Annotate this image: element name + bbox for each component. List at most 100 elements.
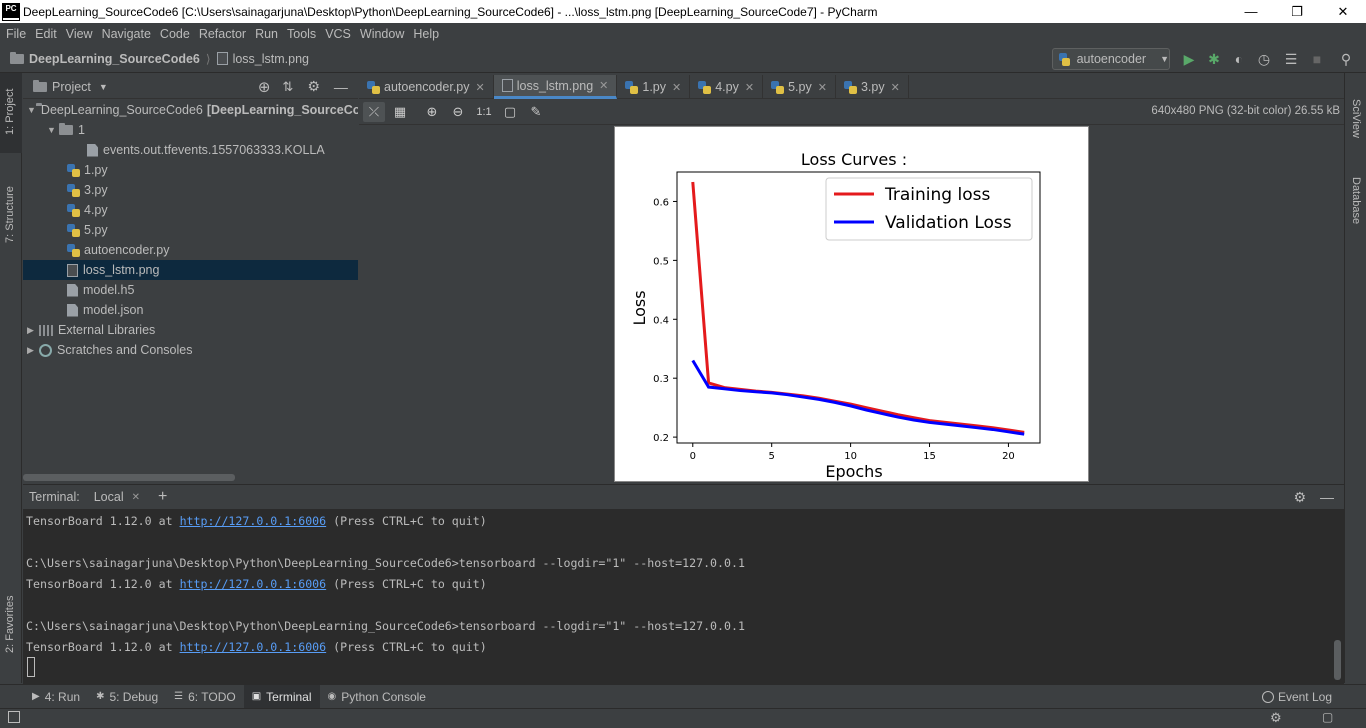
gear-icon[interactable]: ⚙ [307,78,320,94]
close-tab-icon[interactable]: ✕ [599,80,609,92]
grid-toggle-icon[interactable]: ▦ [393,103,407,119]
editor-tab[interactable]: 5.py ✕ [763,75,836,99]
profile-icon[interactable]: ◷ [1257,50,1271,67]
tool-windows-toggle-icon[interactable] [8,711,20,723]
project-view-select[interactable]: Project [52,79,91,94]
editor-tab[interactable]: 3.py ✕ [836,75,909,99]
color-picker-icon[interactable]: ✎ [530,103,542,119]
run-with-coverage-icon[interactable]: ◐ [1234,51,1244,67]
breadcrumb-project[interactable]: DeepLearning_SourceCode6 [10,51,200,66]
tree-item-label: events.out.tfevents.1557063333.KOLLA [103,143,325,157]
python-file-icon [67,183,80,197]
close-window-button[interactable]: ✕ [1337,3,1349,19]
tree-item[interactable]: ▶ Scratches and Consoles [23,340,358,360]
horizontal-scrollbar[interactable] [23,474,235,481]
tool-button-terminal[interactable]: ▣ Terminal [243,684,320,709]
favorites-tool-button[interactable]: 2: Favorites [4,595,16,653]
fit-to-window-icon[interactable]: ▢ [503,103,517,119]
zoom-in-icon[interactable]: ⊕ [426,103,438,119]
menu-code[interactable]: Code [159,27,190,41]
editor-tab[interactable]: autoencoder.py ✕ [359,75,494,99]
hide-panel-icon[interactable]: — [333,78,348,95]
tool-button-6-todo[interactable]: ☰ 6: TODO [166,685,244,709]
collapsed-arrow-icon[interactable]: ▶ [27,324,34,335]
stop-icon[interactable]: ■ [1312,51,1322,67]
terminal-link[interactable]: http://127.0.0.1:6006 [179,640,327,654]
close-tab-icon[interactable]: ✕ [890,81,900,94]
tree-item[interactable]: loss_lstm.png [23,260,358,280]
breadcrumb-file[interactable]: loss_lstm.png [216,52,309,66]
expanded-arrow-icon[interactable]: ▼ [27,105,36,115]
new-terminal-tab-icon[interactable]: + [158,488,168,505]
tool-button-python-console[interactable]: ◉ Python Console [320,685,434,709]
editor-tab[interactable]: 4.py ✕ [690,75,764,99]
tree-item[interactable]: events.out.tfevents.1557063333.KOLLA [23,140,358,160]
close-tab-icon[interactable]: ✕ [817,81,827,94]
structure-tool-button[interactable]: 7: Structure [4,186,16,243]
database-tool-button[interactable]: Database [1350,177,1362,225]
tree-item[interactable]: 1.py [23,160,358,180]
menu-view[interactable]: View [65,27,93,41]
tree-item[interactable]: ▶ External Libraries [23,320,358,340]
close-tab-icon[interactable]: ✕ [744,81,755,94]
terminal-tab-local[interactable]: Local [93,490,124,504]
tree-item[interactable]: model.h5 [23,280,358,300]
tree-item[interactable]: 5.py [23,220,358,240]
actual-size-button[interactable]: 1:1 [476,105,492,118]
run-icon[interactable]: ▶ [1183,50,1195,67]
vertical-scrollbar[interactable] [1334,640,1341,680]
concurrency-icon[interactable]: ☰ [1284,50,1298,67]
minimize-button[interactable]: — [1244,4,1258,19]
event-indicator-icon[interactable]: ▢ [1322,710,1334,724]
project-tool-button[interactable]: 1: Project [4,88,16,135]
menu-navigate[interactable]: Navigate [101,27,151,41]
tree-item[interactable]: ▼ DeepLearning_SourceCode6 [DeepLearning_S… [23,100,358,120]
event-log-button[interactable]: Event Log [1261,690,1332,704]
terminal-link[interactable]: http://127.0.0.1:6006 [179,577,327,591]
close-tab-icon[interactable]: ✕ [131,491,140,503]
menu-run[interactable]: Run [255,27,278,41]
project-folder-icon [33,79,47,92]
image-info: 640x480 PNG (32-bit color) 26.55 kB [1151,105,1340,117]
tool-button-4-run[interactable]: ▶ 4: Run [24,685,88,709]
terminal-link[interactable]: http://127.0.0.1:6006 [179,514,327,528]
tree-item[interactable]: ▼ 1 [23,120,358,140]
editor-tab[interactable]: 1.py ✕ [617,75,691,99]
close-tab-icon[interactable]: ✕ [672,81,682,94]
x-tick-label: 15 [923,451,936,462]
close-tab-icon[interactable]: ✕ [475,81,485,94]
tree-item[interactable]: 3.py [23,180,358,200]
fit-zoom-icon[interactable]: ⤫ [363,101,385,122]
tree-item[interactable]: model.json [23,300,358,320]
run-configuration-select[interactable]: autoencoder ▼ [1052,48,1170,70]
y-tick-label: 0.3 [653,374,669,385]
chevron-down-icon[interactable]: ▼ [98,81,108,92]
menu-help[interactable]: Help [413,27,440,41]
tree-item[interactable]: autoencoder.py [23,240,358,260]
terminal-output[interactable]: TensorBoard 1.12.0 at http://127.0.0.1:6… [23,509,1344,684]
menu-file[interactable]: File [6,27,27,41]
gear-icon[interactable]: ⚙ [1293,488,1306,505]
locate-target-icon[interactable]: ⊕ [257,78,271,96]
menu-edit[interactable]: Edit [35,27,57,41]
collapsed-arrow-icon[interactable]: ▶ [27,344,34,355]
restore-button[interactable]: ❐ [1291,3,1303,19]
settings-icon[interactable]: ⚙ [1270,710,1282,725]
debug-bug-icon[interactable]: ✱ [1208,50,1220,67]
tree-item[interactable]: 4.py [23,200,358,220]
hide-panel-icon[interactable]: — [1320,489,1334,505]
x-tick-label: 10 [844,451,857,462]
sciview-tool-button[interactable]: SciView [1350,99,1362,138]
expanded-arrow-icon[interactable]: ▼ [47,125,56,135]
menu-tools[interactable]: Tools [287,27,317,41]
image-preview: Loss Curves : 0 5 10 15 20 0.2 0.3 0.4 0.5 0.6 Ep… [614,126,1089,482]
tool-button-5-debug[interactable]: ✱ 5: Debug [88,685,166,709]
collapse-all-icon[interactable]: ⇅ [282,78,294,94]
legend-label: Validation Loss [885,213,1012,233]
search-everywhere-icon[interactable]: ⚲ [1340,50,1352,67]
editor-tab[interactable]: loss_lstm.png ✕ [493,75,618,99]
menu-vcs[interactable]: VCS [325,27,351,41]
zoom-out-icon[interactable]: ⊖ [452,103,464,119]
menu-window[interactable]: Window [359,27,405,41]
menu-refactor[interactable]: Refactor [198,27,247,41]
